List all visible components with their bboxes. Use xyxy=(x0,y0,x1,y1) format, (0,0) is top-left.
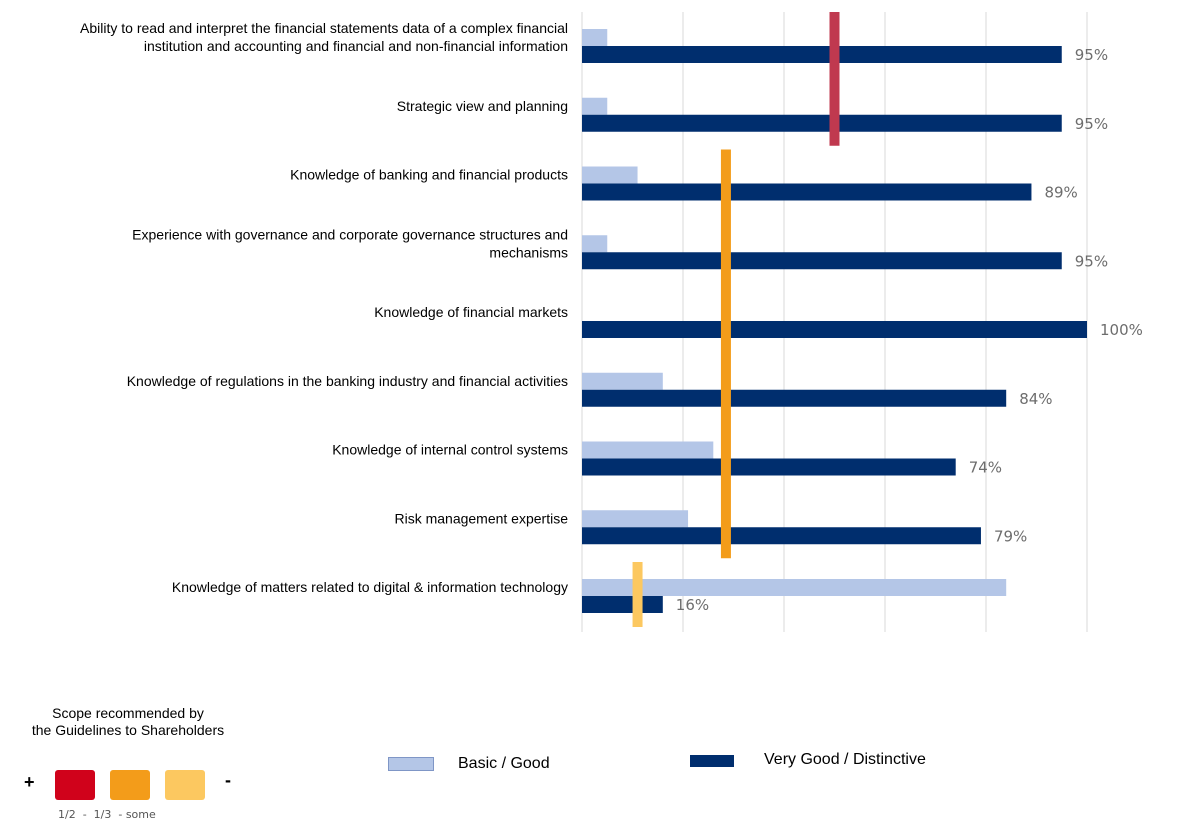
data-label: 95% xyxy=(1075,115,1108,133)
scope-swatch-half xyxy=(55,770,95,800)
category-label: Knowledge of regulations in the banking … xyxy=(127,373,568,389)
scope-title-line-2: the Guidelines to Shareholders xyxy=(31,722,225,738)
bar-very-good-distinctive xyxy=(582,321,1087,338)
legend-swatch-basic xyxy=(388,757,434,771)
bar-basic-good xyxy=(582,29,608,46)
bar-very-good-distinctive xyxy=(582,183,1032,201)
scope-swatch-some xyxy=(165,770,205,800)
reference-line-some xyxy=(632,562,643,627)
scope-plus-sign: + xyxy=(24,772,35,792)
reference-line-1-3 xyxy=(720,149,731,559)
category-label: Ability to read and interpret the financ… xyxy=(80,20,568,36)
scope-swatch-third xyxy=(110,770,150,800)
bar-basic-good xyxy=(582,510,689,528)
category-label: Knowledge of financial markets xyxy=(374,304,568,320)
legend-label-basic: Basic / Good xyxy=(458,755,550,772)
data-label: 74% xyxy=(969,459,1002,477)
scope-legend-title: Scope recommended by the Guidelines to S… xyxy=(28,705,228,739)
scope-minus-sign: - xyxy=(225,770,231,790)
bar-very-good-distinctive xyxy=(582,46,1062,63)
scope-title-line-1: Scope recommended by xyxy=(52,705,204,721)
bar-basic-good xyxy=(582,235,608,253)
bar-basic-good xyxy=(582,441,714,459)
category-label: institution and accounting and financial… xyxy=(144,38,568,54)
bar-basic-good xyxy=(582,166,638,184)
legend-label-very-good: Very Good / Distinctive xyxy=(764,751,926,768)
scope-fractions-label: 1/2 - 1/3 - some xyxy=(58,808,156,821)
category-label: Knowledge of internal control systems xyxy=(332,442,568,458)
data-label: 95% xyxy=(1075,46,1108,64)
category-label: Strategic view and planning xyxy=(397,98,568,114)
legend-swatch-very-good xyxy=(690,755,734,767)
reference-line-1-2 xyxy=(829,12,840,146)
bar-basic-good xyxy=(582,97,608,115)
bar-very-good-distinctive xyxy=(582,458,956,476)
bar-basic-good xyxy=(582,372,663,390)
category-label: Risk management expertise xyxy=(394,510,568,526)
category-label: Knowledge of banking and financial produ… xyxy=(290,167,568,183)
data-label: 16% xyxy=(676,596,709,614)
bar-very-good-distinctive xyxy=(582,527,981,545)
bar-very-good-distinctive xyxy=(582,114,1062,132)
category-label: mechanisms xyxy=(489,244,568,260)
data-label: 95% xyxy=(1075,252,1108,270)
category-label: Knowledge of matters related to digital … xyxy=(172,579,568,595)
data-label: 79% xyxy=(994,527,1027,545)
bar-basic-good xyxy=(582,579,1007,596)
data-label: 89% xyxy=(1044,184,1077,202)
bar-very-good-distinctive xyxy=(582,252,1062,270)
data-label: 100% xyxy=(1100,321,1143,339)
category-label: Experience with governance and corporate… xyxy=(132,226,568,242)
data-label: 84% xyxy=(1019,390,1052,408)
bar-very-good-distinctive xyxy=(582,596,663,613)
bar-very-good-distinctive xyxy=(582,389,1007,407)
